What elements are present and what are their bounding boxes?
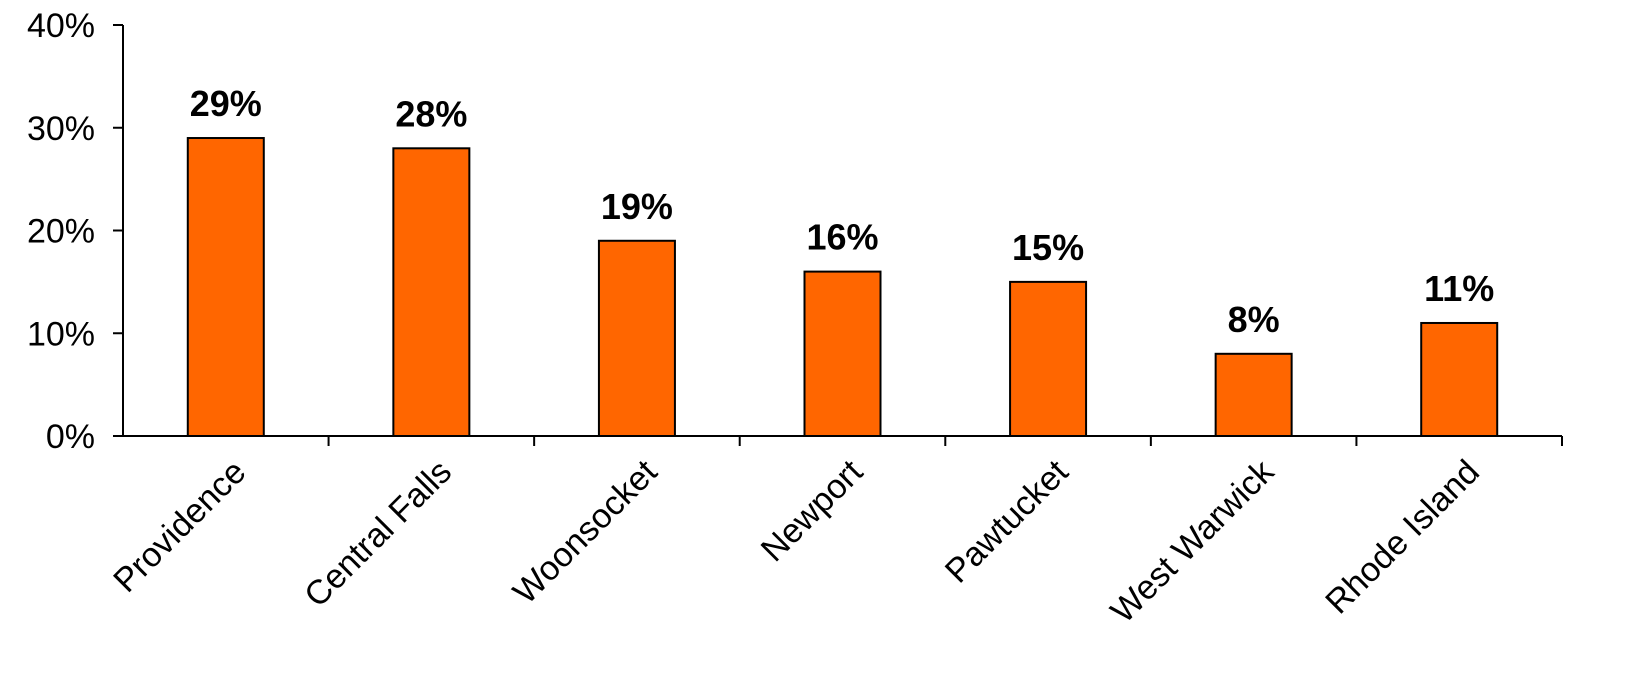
category-label: Pawtucket: [938, 452, 1076, 590]
bar: [597, 239, 676, 437]
data-label: 8%: [1228, 299, 1280, 340]
bar: [1420, 321, 1499, 438]
y-tick-label: 30%: [27, 110, 95, 148]
bar-series: [186, 137, 1499, 438]
bar: [1009, 280, 1088, 437]
bar: [186, 137, 265, 437]
category-label: Rhode Island: [1318, 453, 1487, 622]
y-tick-label: 40%: [27, 7, 95, 45]
category-label: West Warwick: [1103, 452, 1282, 631]
data-label: 19%: [601, 186, 673, 227]
y-tick-label: 0%: [46, 418, 95, 456]
bar: [803, 270, 882, 437]
category-label: Newport: [754, 452, 871, 569]
data-label: 28%: [395, 93, 467, 134]
data-labels: 29% 28% 19% 16% 15% 8% 11%: [190, 83, 1494, 340]
data-label: 15%: [1012, 227, 1084, 268]
x-axis: Providence Central Falls Woonsocket Newport…: [106, 435, 1563, 631]
bar: [1214, 352, 1293, 437]
data-label: 11%: [1424, 268, 1494, 309]
category-label: Providence: [106, 453, 253, 600]
category-label: Woonsocket: [506, 452, 665, 611]
bar: [392, 147, 471, 438]
y-tick-label: 10%: [27, 315, 95, 353]
category-label: Central Falls: [297, 453, 459, 615]
data-label: 29%: [190, 83, 262, 124]
y-axis: 0% 10% 20% 30% 40%: [27, 7, 124, 456]
y-tick-label: 20%: [27, 213, 95, 251]
data-label: 16%: [806, 217, 878, 258]
